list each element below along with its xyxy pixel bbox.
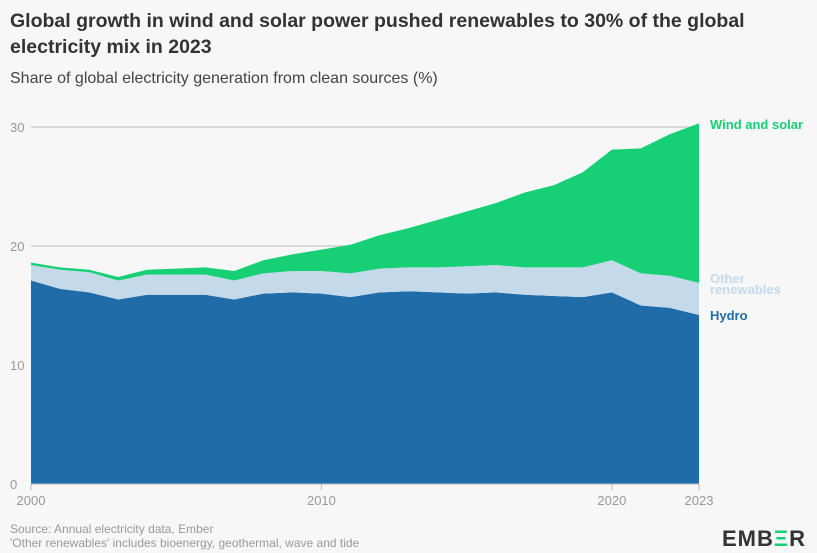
x-tick-label: 2020: [597, 493, 626, 508]
y-tick-label: 20: [10, 239, 24, 254]
area-wind-and-solar: [31, 123, 699, 283]
label-hydro: Hydro: [710, 308, 748, 323]
y-tick-label: 30: [10, 120, 24, 135]
x-tick-label: 2000: [17, 493, 46, 508]
area-hydro: [31, 280, 699, 484]
chart-subtitle: Share of global electricity generation f…: [10, 70, 438, 87]
y-tick-label: 0: [10, 477, 17, 492]
note-text: 'Other renewables' includes bioenergy, g…: [10, 536, 360, 550]
x-tick-label: 2010: [307, 493, 336, 508]
label-other-renewables: Other: [710, 271, 745, 286]
chart-title: Global growth in wind and solar power pu…: [10, 10, 745, 58]
y-tick-label: 10: [10, 358, 24, 373]
footer-notes: Source: Annual electricity data, Ember '…: [10, 522, 359, 550]
source-text: Source: Annual electricity data, Ember: [10, 522, 214, 536]
area-other-renewables: [31, 260, 699, 316]
label-wind-and-solar: Wind and solar: [710, 117, 803, 132]
label-other-renewables-2: renewables: [710, 282, 781, 297]
x-tick-label: 2023: [685, 493, 714, 508]
ember-logo: EMBΞR: [722, 526, 806, 551]
